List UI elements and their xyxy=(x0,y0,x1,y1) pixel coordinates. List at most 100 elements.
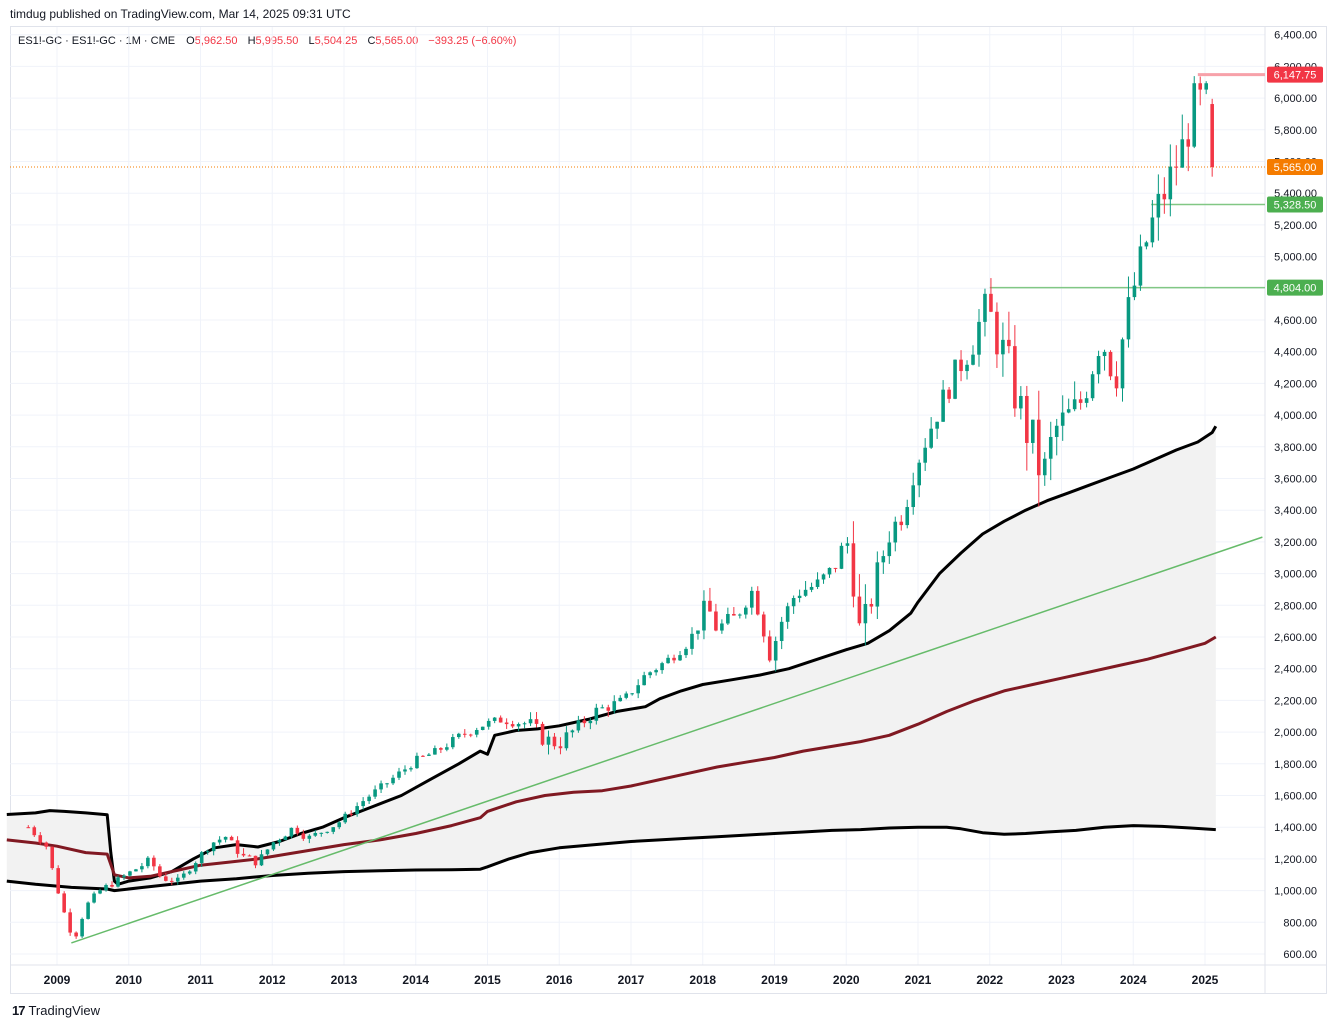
x-tick-label: 2021 xyxy=(905,973,932,987)
candle-body xyxy=(44,842,49,847)
candle-body xyxy=(1204,83,1208,90)
candle-body xyxy=(62,893,66,913)
y-tick-label: 5,000.00 xyxy=(1274,252,1317,264)
candle-body xyxy=(253,855,258,866)
candle-body xyxy=(170,880,174,882)
price-tag xyxy=(1267,66,1323,83)
candle-body xyxy=(726,613,730,624)
y-tick-label: 600.00 xyxy=(1283,949,1317,961)
candle-body xyxy=(528,719,533,724)
candle-body xyxy=(1168,166,1173,200)
candle-body xyxy=(1048,436,1053,459)
x-tick-label: 2013 xyxy=(331,973,358,987)
x-tick-label: 2025 xyxy=(1192,973,1219,987)
y-tick-label: 1,200.00 xyxy=(1274,854,1317,866)
candle-body xyxy=(755,590,760,615)
candle-body xyxy=(1084,398,1089,403)
candle-body xyxy=(26,827,31,829)
candle-body xyxy=(881,556,886,563)
high-label: H xyxy=(247,35,256,47)
candle-body xyxy=(558,746,563,749)
candle-body xyxy=(785,606,790,622)
candle-body xyxy=(319,832,324,834)
candle-body xyxy=(152,857,156,867)
candle-body xyxy=(977,321,981,355)
y-tick-label: 5,200.00 xyxy=(1274,220,1317,232)
candle-body xyxy=(104,884,108,891)
candle-body xyxy=(289,827,294,837)
candle-body xyxy=(110,884,114,887)
candle-body xyxy=(474,730,479,735)
candle-body xyxy=(158,866,162,877)
candle-body xyxy=(247,855,252,857)
candle-body xyxy=(241,853,246,856)
candle-body xyxy=(582,720,587,724)
candle-body xyxy=(259,854,264,866)
candle-body xyxy=(86,902,90,919)
candle-body xyxy=(504,722,509,725)
candle-body xyxy=(618,697,623,702)
candle-body xyxy=(678,655,682,661)
brand-name: TradingView xyxy=(28,1003,101,1018)
candle-body xyxy=(995,311,999,355)
candle-body xyxy=(672,657,676,661)
candle-body xyxy=(714,611,718,631)
candle-body xyxy=(660,663,664,671)
y-tick-label: 1,400.00 xyxy=(1274,822,1317,834)
candle-body xyxy=(767,636,772,661)
trendline xyxy=(71,536,1263,944)
candle-body xyxy=(92,893,96,903)
candle-body xyxy=(50,846,55,869)
candle-body xyxy=(122,875,126,878)
candle-body xyxy=(510,724,515,727)
candle-body xyxy=(570,730,575,733)
candle-body xyxy=(385,783,389,785)
close-value: 5,565.00 xyxy=(375,35,419,47)
candle-body xyxy=(1102,351,1107,357)
candle-body xyxy=(989,293,993,312)
candle-body xyxy=(199,852,204,864)
candle-body xyxy=(1066,409,1071,413)
candle-body xyxy=(68,912,72,933)
candle-body xyxy=(1114,376,1119,389)
candle-body xyxy=(690,633,694,649)
candle-body xyxy=(845,543,850,546)
candle-body xyxy=(271,842,276,850)
candle-body xyxy=(445,747,449,750)
y-tick-label: 6,000.00 xyxy=(1274,93,1317,105)
candle-body xyxy=(277,840,282,843)
candle-body xyxy=(193,863,198,872)
candle-body xyxy=(1162,193,1167,200)
candle-body xyxy=(373,789,377,797)
candle-body xyxy=(38,835,43,843)
candle-body xyxy=(1090,374,1095,399)
y-tick-label: 3,200.00 xyxy=(1274,537,1317,549)
lower-band-line xyxy=(6,824,1216,893)
candle-body xyxy=(576,720,581,731)
candle-body xyxy=(1060,412,1065,426)
candle-body xyxy=(146,857,150,867)
candle-body xyxy=(349,813,353,815)
low-label: L xyxy=(308,35,315,47)
open-label: O xyxy=(186,35,195,47)
candle-body xyxy=(738,614,742,616)
candle-body xyxy=(827,567,832,575)
candle-body xyxy=(1054,425,1059,437)
footer-brand[interactable]: 17 TradingView xyxy=(12,1003,100,1018)
candle-body xyxy=(869,603,874,607)
candle-body xyxy=(540,723,545,745)
candle-body xyxy=(983,293,987,322)
candle-body xyxy=(797,595,802,599)
candle-body xyxy=(1108,351,1113,377)
x-tick-label: 2017 xyxy=(618,973,645,987)
candle-body xyxy=(1001,339,1005,355)
candle-body xyxy=(451,737,455,748)
candle-body xyxy=(1042,458,1047,476)
candle-body xyxy=(1007,339,1011,347)
candle-body xyxy=(899,521,904,526)
candle-body xyxy=(821,574,826,580)
candle-body xyxy=(732,613,736,616)
candle-body xyxy=(283,836,288,841)
candle-body xyxy=(361,801,365,807)
